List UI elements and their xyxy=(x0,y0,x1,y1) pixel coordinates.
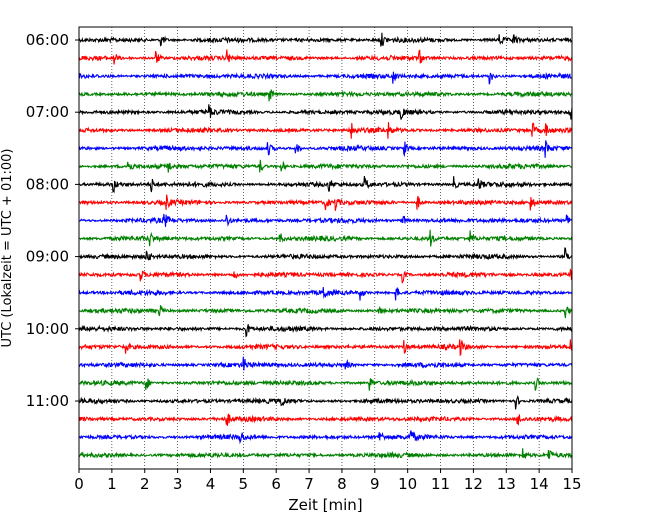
trace-1100 xyxy=(78,394,573,410)
x-tick-label: 8 xyxy=(337,475,347,493)
x-tick-label: 3 xyxy=(173,475,183,493)
trace-0830 xyxy=(78,213,573,227)
y-tick-label: 10:00 xyxy=(26,320,69,338)
y-tick-label: 11:00 xyxy=(26,392,69,410)
x-tick-label: 2 xyxy=(140,475,150,493)
trace-1030 xyxy=(78,356,573,371)
y-axis-ticks: 06:00 07:00 08:00 09:00 10:00 11:00 xyxy=(26,31,79,410)
y-axis-label: UTC (Lokalzeit = UTC + 01:00) xyxy=(0,149,15,348)
x-tick-label: 10 xyxy=(398,475,417,493)
trace-1015 xyxy=(78,339,573,357)
trace-1130 xyxy=(78,430,573,445)
x-tick-label: 13 xyxy=(497,475,516,493)
trace-0630 xyxy=(78,71,573,85)
trace-0730 xyxy=(78,140,573,158)
trace-0745 xyxy=(78,159,573,173)
y-tick-label: 07:00 xyxy=(26,103,69,121)
trace-1045 xyxy=(78,377,573,391)
x-tick-label: 9 xyxy=(370,475,380,493)
trace-0900 xyxy=(78,247,573,261)
seismic-traces xyxy=(78,32,573,460)
x-tick-label: 5 xyxy=(239,475,249,493)
plot-frame xyxy=(78,26,573,470)
trace-0815 xyxy=(78,194,573,211)
x-axis-label: Zeit [min] xyxy=(288,496,362,514)
y-tick-label: 06:00 xyxy=(26,31,69,49)
trace-0600 xyxy=(78,32,573,47)
trace-0700 xyxy=(78,104,573,120)
x-tick-label: 11 xyxy=(431,475,450,493)
trace-0915 xyxy=(78,268,573,284)
trace-0945 xyxy=(78,305,573,319)
trace-0800 xyxy=(78,176,573,194)
x-tick-label: 15 xyxy=(562,475,581,493)
x-tick-label: 12 xyxy=(464,475,483,493)
x-tick-label: 1 xyxy=(107,475,117,493)
x-tick-label: 0 xyxy=(74,475,84,493)
y-tick-label: 08:00 xyxy=(26,175,69,193)
trace-0615 xyxy=(78,49,573,65)
x-tick-label: 7 xyxy=(304,475,314,493)
trace-0645 xyxy=(78,89,573,102)
trace-1145 xyxy=(78,448,573,460)
y-tick-label: 09:00 xyxy=(26,248,69,266)
trace-0930 xyxy=(78,287,573,301)
x-axis-ticks: 0 1 2 3 4 5 6 7 8 9 10 11 12 13 14 15 xyxy=(74,469,582,493)
trace-1000 xyxy=(78,324,573,338)
trace-0715 xyxy=(78,122,573,139)
x-tick-label: 6 xyxy=(271,475,281,493)
trace-1115 xyxy=(78,413,573,426)
x-tick-label: 14 xyxy=(530,475,549,493)
x-tick-label: 4 xyxy=(206,475,216,493)
trace-0845 xyxy=(78,229,573,247)
